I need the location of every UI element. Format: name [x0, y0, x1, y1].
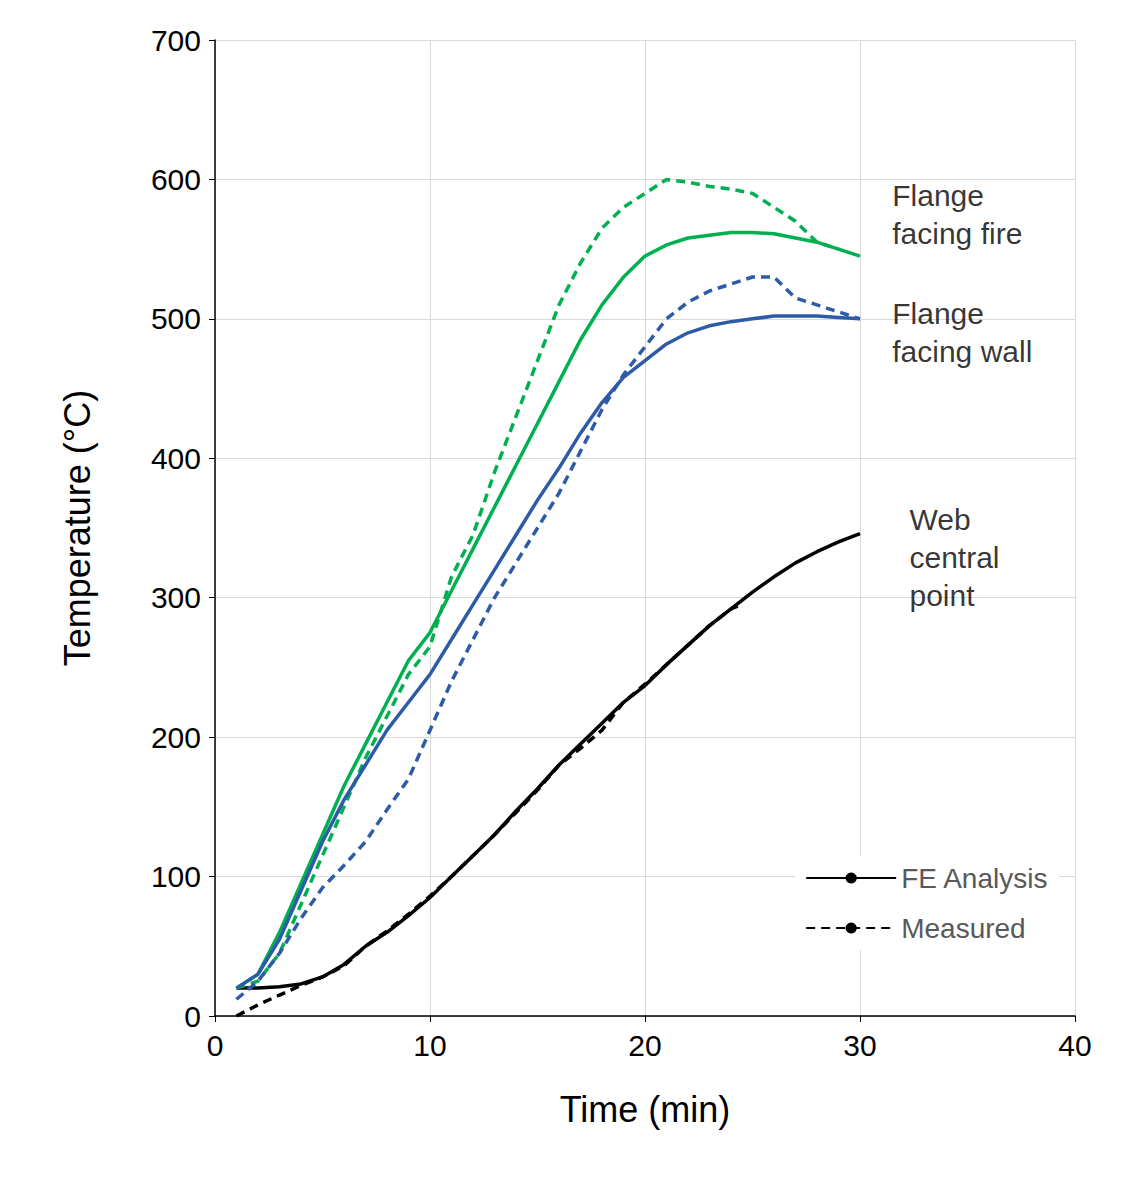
- svg-text:10: 10: [413, 1029, 446, 1062]
- svg-text:600: 600: [151, 163, 201, 196]
- svg-text:Web: Web: [909, 503, 970, 536]
- svg-text:0: 0: [207, 1029, 224, 1062]
- svg-text:500: 500: [151, 302, 201, 335]
- svg-text:Temperature (°C): Temperature (°C): [57, 390, 98, 666]
- svg-text:300: 300: [151, 581, 201, 614]
- svg-text:central: central: [909, 541, 999, 574]
- svg-text:Flange: Flange: [892, 179, 984, 212]
- svg-text:400: 400: [151, 442, 201, 475]
- svg-text:0: 0: [184, 1000, 201, 1033]
- svg-text:Flange: Flange: [892, 297, 984, 330]
- svg-text:facing wall: facing wall: [892, 335, 1032, 368]
- svg-text:700: 700: [151, 24, 201, 57]
- svg-text:point: point: [909, 579, 975, 612]
- svg-text:Measured: Measured: [901, 913, 1026, 944]
- svg-text:FE Analysis: FE Analysis: [901, 863, 1047, 894]
- svg-text:Time (min): Time (min): [560, 1089, 731, 1130]
- svg-text:30: 30: [843, 1029, 876, 1062]
- svg-text:facing fire: facing fire: [892, 217, 1022, 250]
- svg-text:40: 40: [1058, 1029, 1091, 1062]
- svg-text:200: 200: [151, 721, 201, 754]
- svg-text:100: 100: [151, 860, 201, 893]
- svg-text:20: 20: [628, 1029, 661, 1062]
